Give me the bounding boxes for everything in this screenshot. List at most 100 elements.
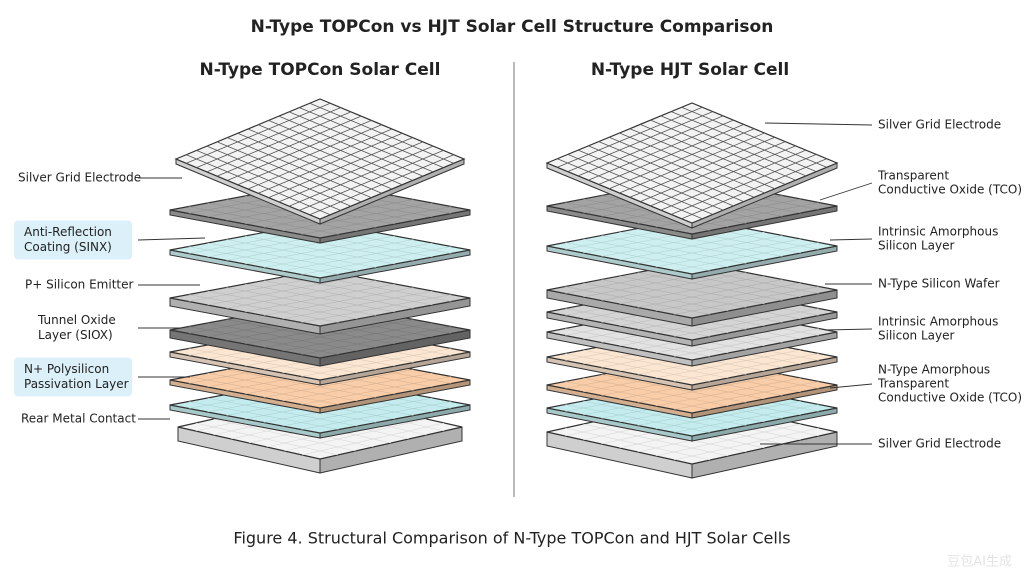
grid-line	[673, 242, 819, 271]
grid-line	[301, 326, 452, 355]
leader-line	[829, 238, 873, 241]
leader-line	[824, 328, 873, 331]
grid-line	[299, 107, 444, 168]
grid-line	[244, 283, 396, 313]
grid-line	[268, 137, 413, 198]
layer	[546, 217, 838, 280]
grid-line	[244, 235, 396, 265]
grid-line	[282, 202, 433, 232]
layer-label: N-Type Silicon Wafer	[878, 277, 1000, 291]
grid-line	[660, 149, 807, 211]
layer-label: Silicon Layer	[878, 239, 955, 253]
grid-line	[655, 238, 801, 268]
grid-line	[640, 124, 786, 185]
grid-line	[681, 158, 827, 220]
grid-line	[302, 422, 445, 456]
watermark: 豆包AI生成	[947, 555, 1012, 570]
grid-line	[282, 276, 433, 306]
grid-line	[288, 111, 434, 173]
grid-line	[673, 404, 819, 433]
grid-line	[673, 308, 819, 337]
grid-line	[637, 235, 783, 264]
grid-line	[258, 132, 403, 194]
layer-label: Conductive Oxide (TCO)	[878, 183, 1022, 197]
grid-line	[263, 319, 414, 348]
layer-label: Intrinsic Amorphous	[878, 225, 998, 239]
grid-line	[640, 141, 786, 202]
grid-line	[299, 150, 444, 211]
panel-title: N-Type TOPCon Solar Cell	[200, 60, 441, 80]
grid-line	[263, 287, 414, 316]
layer-label: Silver Grid Electrode	[878, 118, 1001, 132]
grid-line	[673, 381, 819, 410]
leader-line	[764, 122, 873, 126]
grid-line	[282, 322, 433, 352]
grid-line	[247, 128, 393, 190]
layer	[545, 102, 839, 229]
grid-line	[619, 132, 765, 194]
layer-label: Silver Grid Electrode	[878, 437, 1001, 451]
grid-line	[301, 206, 452, 235]
grid-line	[673, 427, 819, 461]
layer-label: Passivation Layer	[24, 377, 129, 391]
leader-line	[137, 237, 206, 241]
layer-stacks	[169, 98, 839, 479]
layer	[546, 261, 838, 327]
grid-line	[288, 145, 434, 207]
grid-line	[671, 111, 817, 172]
grid-line	[655, 423, 801, 457]
title: N-Type TOPCon vs HJT Solar Cell Structur…	[251, 17, 774, 37]
layer-label: Silicon Layer	[878, 329, 955, 343]
grid-line	[655, 349, 801, 379]
grid-line	[629, 136, 776, 198]
grid-line	[301, 294, 452, 323]
label-highlight	[14, 220, 132, 260]
grid-line	[637, 374, 783, 403]
grid-line	[282, 397, 433, 427]
grid-line	[655, 377, 801, 407]
grid-line	[673, 286, 819, 315]
grid-line	[263, 369, 414, 398]
grid-line	[660, 115, 807, 177]
grid-line	[263, 239, 414, 268]
grid-line	[258, 124, 403, 186]
layer-label: N-Type Amorphous	[878, 363, 990, 377]
grid-line	[309, 102, 454, 164]
grid-line	[673, 353, 819, 382]
leader-line	[829, 383, 873, 389]
panel-title: N-Type HJT Solar Cell	[591, 60, 789, 80]
layer-label: Transparent	[877, 377, 949, 391]
grid-line	[619, 231, 765, 261]
grid-line	[301, 376, 452, 405]
grid-line	[263, 280, 414, 309]
layer-label: Rear Metal Contact	[21, 412, 136, 426]
caption: Figure 4. Structural Comparison of N-Typ…	[233, 529, 790, 548]
grid-line	[655, 282, 801, 312]
grid-line	[284, 418, 427, 452]
layer-label: Anti-Reflection	[24, 225, 112, 239]
grid-line	[619, 275, 765, 305]
grid-line	[629, 128, 776, 190]
grid-line	[637, 279, 783, 308]
grid-line	[282, 242, 433, 272]
leader-line	[819, 182, 873, 201]
layer-label: Coating (SINX)	[24, 240, 112, 254]
layer-label: N+ Polysilicon	[24, 362, 109, 376]
grid-line	[650, 145, 796, 207]
grid-line	[301, 348, 452, 377]
grid-line	[278, 115, 424, 177]
labels: Silver Grid Electrode Anti-ReflectionCoat…	[14, 118, 1022, 451]
grid-line	[301, 246, 452, 275]
layer-label: Conductive Oxide (TCO)	[878, 391, 1022, 405]
layer-label: Silver Grid Electrode	[18, 171, 141, 185]
layer	[174, 98, 466, 225]
grid-line	[637, 272, 783, 301]
layer-label: P+ Silicon Emitter	[25, 278, 133, 292]
layer-label: Tunnel Oxide	[37, 313, 116, 327]
grid-line	[673, 328, 819, 357]
grid-line	[268, 120, 413, 181]
grid-line	[681, 106, 827, 168]
layer-label: Transparent	[877, 169, 949, 183]
